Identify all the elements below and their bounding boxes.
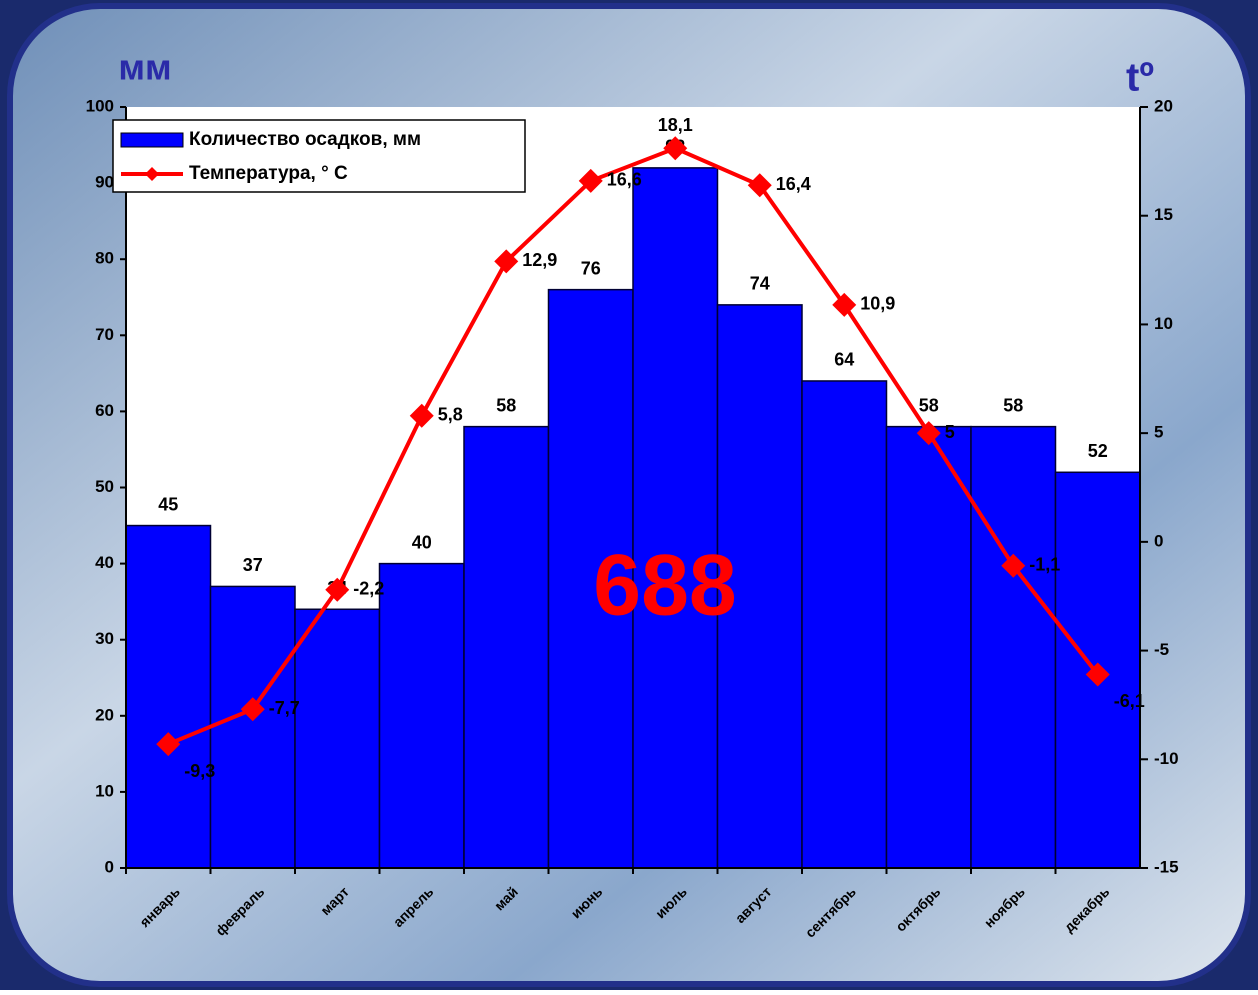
bar bbox=[211, 586, 296, 868]
bar-value-label: 58 bbox=[496, 395, 516, 415]
bar-value-label: 64 bbox=[834, 350, 854, 370]
y-tick-label: 0 bbox=[105, 857, 114, 876]
bar-value-label: 76 bbox=[581, 258, 601, 278]
temperature-value-label: 16,6 bbox=[607, 170, 642, 190]
bar-value-label: 37 bbox=[243, 555, 263, 575]
temperature-value-label: 5 bbox=[945, 422, 955, 442]
y2-tick-label: -10 bbox=[1154, 749, 1179, 768]
temperature-value-label: -9,3 bbox=[184, 761, 215, 781]
bar bbox=[971, 427, 1056, 868]
legend-label: Температура, ° С bbox=[189, 163, 348, 184]
temperature-value-label: 16,4 bbox=[776, 174, 811, 194]
bar-value-label: 45 bbox=[158, 494, 178, 514]
y-tick-label: 40 bbox=[95, 553, 114, 572]
y-tick-label: 100 bbox=[86, 96, 114, 115]
y-tick-label: 90 bbox=[95, 173, 114, 192]
bar-value-label: 58 bbox=[919, 395, 939, 415]
bar-value-label: 52 bbox=[1088, 441, 1108, 461]
y-axis-label: мм bbox=[118, 47, 171, 88]
y2-tick-label: -15 bbox=[1154, 857, 1179, 876]
temperature-value-label: 5,8 bbox=[438, 404, 463, 424]
legend-swatch bbox=[121, 133, 183, 147]
temperature-value-label: -2,2 bbox=[353, 578, 384, 598]
temperature-value-label: -1,1 bbox=[1029, 555, 1060, 575]
y-tick-label: 60 bbox=[95, 401, 114, 420]
annotation: 688 bbox=[593, 538, 737, 634]
bar bbox=[887, 427, 972, 868]
bar bbox=[126, 526, 211, 868]
page: мм tº 0 10 20 30 40 50 60 70 80 90 100 -15 -10 -5 0 5 10… bbox=[0, 0, 1258, 990]
y-tick-label: 10 bbox=[95, 781, 114, 800]
y-tick-label: 80 bbox=[95, 249, 114, 268]
y2-tick-label: 15 bbox=[1154, 205, 1173, 224]
bar-value-label: 58 bbox=[1003, 395, 1023, 415]
y2-axis-label: tº bbox=[1126, 56, 1154, 100]
bar-value-label: 74 bbox=[750, 274, 770, 294]
temperature-value-label: 18,1 bbox=[658, 115, 693, 135]
y-tick-label: 50 bbox=[95, 477, 114, 496]
bar bbox=[802, 381, 887, 868]
y-tick-label: 70 bbox=[95, 325, 114, 344]
y2-tick-label: 10 bbox=[1154, 314, 1173, 333]
chart: мм tº 0 10 20 30 40 50 60 70 80 90 100 -15 -10 -5 0 5 10… bbox=[0, 0, 1258, 990]
bar-value-label: 40 bbox=[412, 532, 432, 552]
bar bbox=[295, 609, 380, 868]
bar bbox=[633, 168, 718, 868]
temperature-value-label: -7,7 bbox=[269, 698, 300, 718]
y2-tick-label: 5 bbox=[1154, 423, 1163, 442]
y2-tick-label: 20 bbox=[1154, 96, 1173, 115]
y2-tick-label: -5 bbox=[1154, 640, 1169, 659]
y-tick-label: 20 bbox=[95, 705, 114, 724]
temperature-value-label: 12,9 bbox=[522, 250, 557, 270]
temperature-value-label: 10,9 bbox=[860, 294, 895, 314]
y2-tick-label: 0 bbox=[1154, 531, 1163, 550]
bar bbox=[380, 564, 465, 868]
y-tick-label: 30 bbox=[95, 629, 114, 648]
bar bbox=[464, 427, 549, 868]
legend-label: Количество осадков, мм bbox=[189, 129, 421, 150]
